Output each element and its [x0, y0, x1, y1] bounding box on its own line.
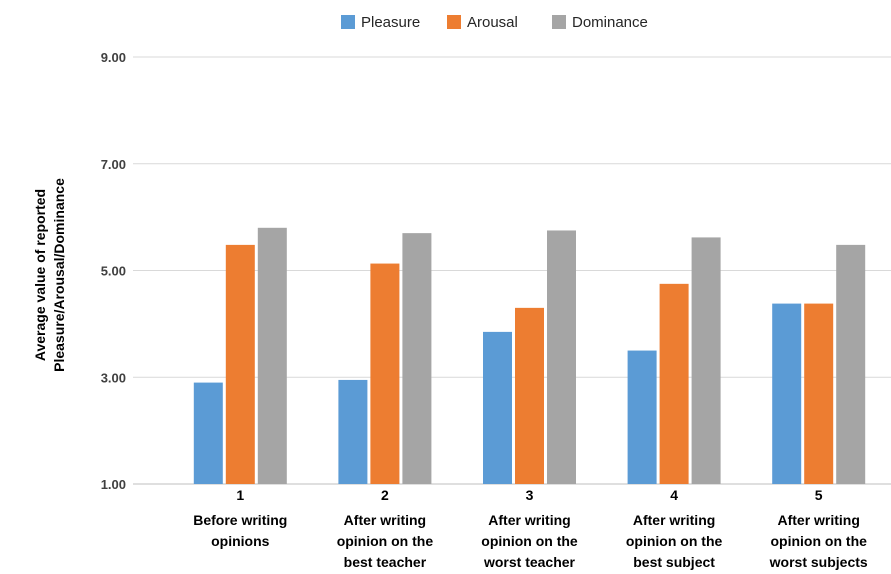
category-label: opinions — [211, 533, 270, 549]
legend: Pleasure Arousal Dominance — [341, 14, 648, 31]
bar-arousal-2 — [370, 263, 400, 484]
category-label: opinion on the — [481, 533, 578, 549]
bar-arousal-4 — [659, 283, 689, 484]
legend-swatch-dominance — [552, 15, 566, 29]
legend-label-pleasure: Pleasure — [361, 14, 420, 31]
bar-dominance-1 — [257, 227, 287, 485]
bar-dominance-4 — [691, 237, 721, 484]
y-tick-label: 3.00 — [101, 370, 126, 385]
category-number: 3 — [526, 487, 534, 503]
legend-label-dominance: Dominance — [572, 14, 648, 31]
bars — [193, 227, 866, 485]
category-label: After writing — [633, 512, 715, 528]
category-label: worst subjects — [769, 554, 868, 570]
bar-arousal-3 — [515, 307, 544, 484]
y-tick-label: 1.00 — [101, 477, 126, 492]
category-label: Before writing — [193, 512, 287, 528]
category-label: After writing — [344, 512, 426, 528]
category-number: 4 — [670, 487, 678, 503]
category-label: worst teacher — [483, 554, 576, 570]
y-tick-label: 9.00 — [101, 50, 126, 65]
legend-label-arousal: Arousal — [467, 14, 518, 31]
y-tick-label: 5.00 — [101, 264, 126, 279]
bar-pleasure-2 — [338, 379, 368, 484]
bar-dominance-3 — [547, 230, 576, 484]
y-axis-title: Average value of reported Pleasure/Arousa… — [32, 178, 67, 372]
category-label: After writing — [488, 512, 570, 528]
category-number: 5 — [815, 487, 823, 503]
category-number: 1 — [236, 487, 244, 503]
bar-dominance-5 — [836, 244, 866, 484]
category-label: opinion on the — [337, 533, 434, 549]
bar-pleasure-5 — [772, 303, 802, 484]
x-axis-labels: 1 Before writing opinions 2 After writing opi… — [193, 487, 868, 570]
category-number: 2 — [381, 487, 389, 503]
category-label: opinion on the — [626, 533, 723, 549]
legend-swatch-arousal — [447, 15, 461, 29]
bar-arousal-1 — [225, 244, 255, 484]
category-label: After writing — [777, 512, 859, 528]
bar-arousal-5 — [804, 303, 834, 484]
legend-swatch-pleasure — [341, 15, 355, 29]
bar-pleasure-3 — [483, 331, 512, 484]
y-tick-label: 7.00 — [101, 157, 126, 172]
bar-dominance-2 — [402, 233, 432, 484]
category-label: opinion on the — [770, 533, 867, 549]
y-axis-title-line: Average value of reported — [32, 189, 48, 361]
bar-pleasure-1 — [193, 382, 223, 484]
category-label: best teacher — [344, 554, 427, 570]
bar-pleasure-4 — [627, 350, 657, 484]
y-axis-ticks: 1.00 3.00 5.00 7.00 9.00 — [101, 50, 126, 492]
y-axis-title-line: Pleasure/Arousal/Dominance — [51, 178, 67, 372]
category-label: best subject — [633, 554, 715, 570]
